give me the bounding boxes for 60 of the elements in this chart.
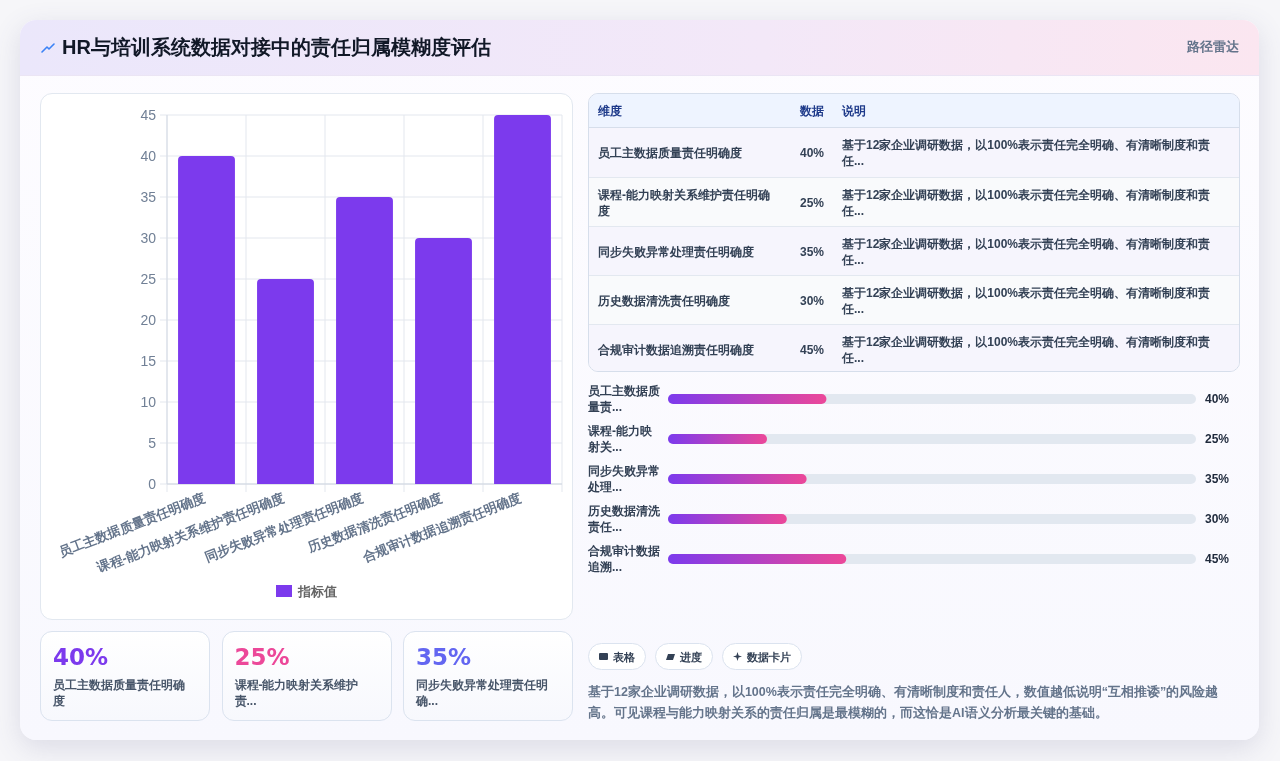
- y-tick-label: 20: [140, 312, 157, 328]
- category-label: 合规审计数据追溯责任明确度: [598, 341, 754, 358]
- data-label: 35%: [416, 643, 472, 671]
- text: 基于12家企业调研数据，以100%表示责任完全明确、有清晰制度和责任...: [842, 284, 1212, 317]
- bar: [668, 434, 768, 444]
- text: 进度: [680, 649, 702, 664]
- data-label: 25%: [800, 194, 825, 211]
- y-tick-label: 45: [140, 107, 157, 123]
- bar: [494, 115, 551, 484]
- text: 数据卡片: [747, 649, 791, 664]
- data-label: 25%: [1205, 432, 1230, 446]
- y-tick-label: 10: [140, 394, 157, 410]
- y-tick-label: 15: [140, 353, 157, 369]
- bar: [668, 394, 827, 404]
- data-label: 30%: [800, 292, 825, 309]
- bar: [257, 279, 314, 484]
- category-label: 员工主数据质量责任明确度: [598, 144, 742, 161]
- y-tick-label: 35: [140, 189, 157, 205]
- data-label: 35%: [1205, 472, 1230, 486]
- legend-label: 指标值: [297, 584, 337, 599]
- data-label: 25%: [234, 643, 290, 671]
- text: 基于12家企业调研数据，以100%表示责任完全明确、有清晰制度和责任...: [842, 235, 1212, 268]
- data-label: 40%: [53, 643, 109, 671]
- y-tick-label: 历史数据清洗责任...: [588, 503, 661, 535]
- data-label: 35%: [800, 243, 825, 260]
- text: 基于12家企业调研数据，以100%表示责任完全明确、有清晰制度和责任...: [842, 186, 1212, 219]
- data-label: 45%: [1205, 552, 1230, 566]
- y-tick-label: 5: [148, 435, 157, 451]
- text: 基于12家企业调研数据，以100%表示责任完全明确、有清晰制度和责任人，数值越低说明“互相推诿”的风险越高。可见课程与能力映射关系的责任归属是最模糊的，而这恰是AI语义分析最关键的基础。: [588, 683, 1220, 722]
- data-label: 40%: [800, 144, 825, 161]
- bar: [178, 156, 235, 484]
- bar: [415, 238, 472, 484]
- text: HR与培训系统数据对接中的责任归属模糊度评估: [62, 35, 491, 59]
- category-label: 课程-能力映射关系维护责任明确度: [598, 186, 771, 219]
- text: 表格: [613, 649, 635, 664]
- data-label: 45%: [800, 341, 825, 358]
- category-label: 同步失败异常处理责任明确度: [598, 243, 754, 260]
- bar: [336, 197, 393, 484]
- text: 说明: [842, 102, 866, 119]
- text: 数据: [800, 102, 824, 119]
- bar: [668, 474, 807, 484]
- text: 基于12家企业调研数据，以100%表示责任完全明确、有清晰制度和责任...: [842, 136, 1212, 169]
- y-tick-label: 同步失败异常处理...: [588, 463, 661, 495]
- y-tick-label: 30: [140, 230, 157, 246]
- category-label: 历史数据清洗责任明确度: [598, 292, 730, 309]
- category-label: 员工主数据质量责任明确度: [53, 677, 186, 709]
- y-tick-label: 25: [140, 271, 157, 287]
- bar: [668, 514, 787, 524]
- category-label: 课程-能力映射关系维护责...: [234, 677, 360, 709]
- y-tick-label: 0: [148, 476, 157, 492]
- text: 维度: [598, 102, 622, 119]
- category-label: 同步失败异常处理责任明确...: [416, 677, 549, 709]
- y-tick-label: 员工主数据质量责...: [588, 383, 661, 415]
- data-label: 30%: [1205, 512, 1230, 526]
- y-tick-label: 40: [140, 148, 157, 164]
- y-tick-label: 课程-能力映射关...: [588, 423, 653, 455]
- y-tick-label: 合规审计数据追溯...: [588, 543, 661, 575]
- text: 路径雷达: [1187, 39, 1239, 55]
- data-label: 40%: [1205, 392, 1230, 406]
- text: 基于12家企业调研数据，以100%表示责任完全明确、有清晰制度和责任...: [842, 333, 1212, 366]
